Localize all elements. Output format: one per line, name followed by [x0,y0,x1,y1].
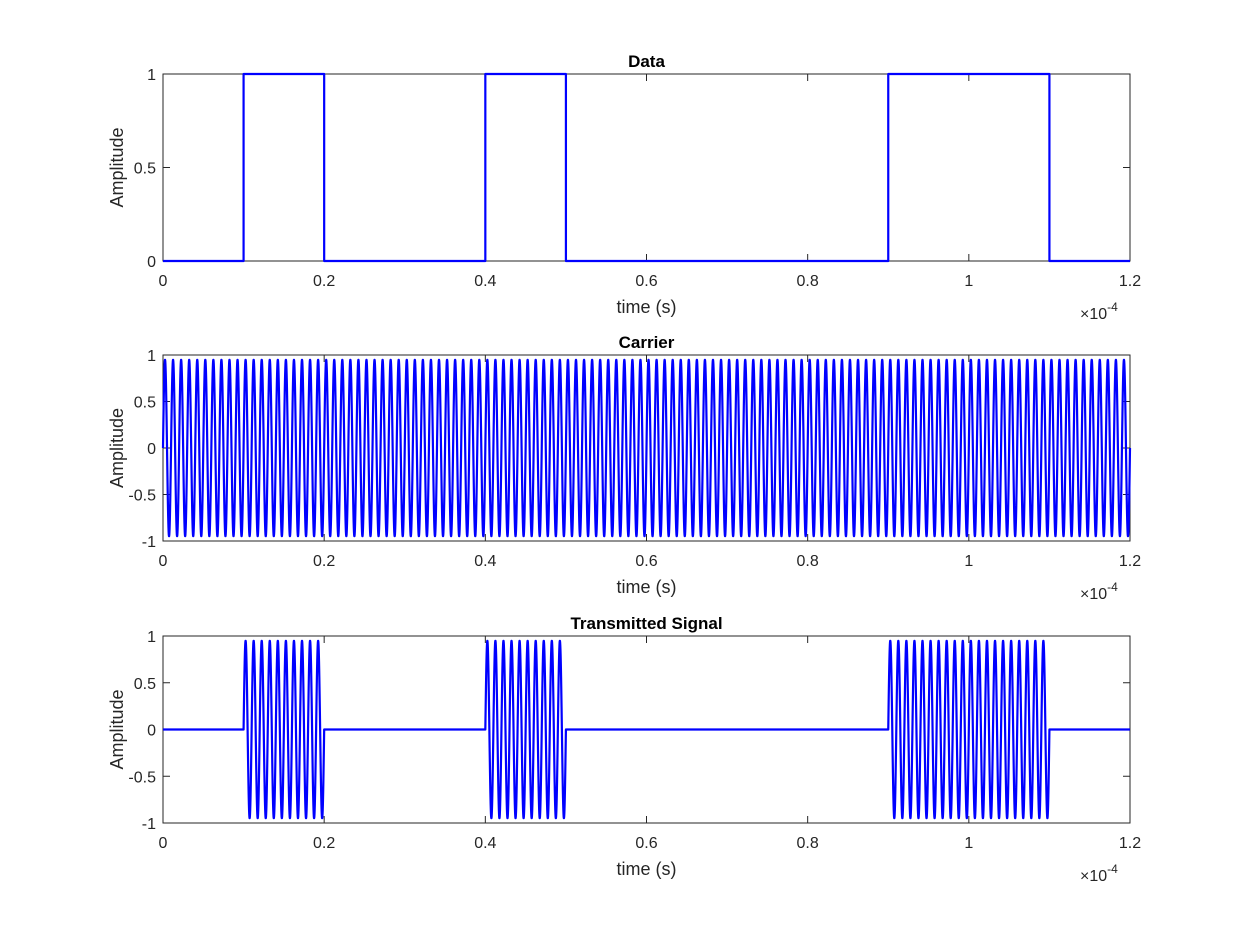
x-tick-label: 0.8 [797,835,819,852]
y-axis-label: Amplitude [107,408,127,488]
x-tick-label: 0.2 [313,835,335,852]
subplot-title: Transmitted Signal [570,614,722,633]
y-axis-label: Amplitude [107,689,127,769]
subplot-2: 0 0.2 0.4 0.6 0.8 1 1.2 -1 -0.5 0 0.5 1 Carrier time … [107,333,1141,603]
x-exponent-power: -4 [1107,862,1118,876]
x-tick-label: 0.6 [635,835,657,852]
y-tick-label: 1 [147,348,156,365]
subplot-1: 0 0.2 0.4 0.6 0.8 1 1.2 0 0.5 1 Data time (s) Amplit… [107,52,1141,323]
x-tick-label: 1 [964,553,973,570]
x-tick-label: 0.8 [797,273,819,290]
y-tick-label: 0.5 [134,676,156,693]
x-tick-label: 0 [159,553,168,570]
x-axis-label: time (s) [617,297,677,317]
x-axis-label: time (s) [617,577,677,597]
x-exponent-base: ×10 [1080,586,1107,603]
x-exponent-base: ×10 [1080,868,1107,885]
x-exponent-label: ×10-4 [1080,300,1118,323]
x-exponent-label: ×10-4 [1080,580,1118,603]
x-tick-label: 0.8 [797,553,819,570]
series-line [163,72,1130,263]
x-tick-label: 1.2 [1119,553,1141,570]
x-tick-label: 0.4 [474,835,496,852]
x-tick-label: 0.6 [635,273,657,290]
y-tick-label: -0.5 [128,769,156,786]
x-axis-label: time (s) [617,859,677,879]
x-exponent-base: ×10 [1080,306,1107,323]
subplot-title: Data [628,52,665,71]
x-tick-label: 0.4 [474,273,496,290]
x-tick-label: 0 [159,835,168,852]
x-tick-label: 1.2 [1119,273,1141,290]
x-tick-label: 0.2 [313,273,335,290]
plot-area [162,73,1131,262]
x-exponent-label: ×10-4 [1080,862,1118,885]
y-tick-label: 0 [147,723,156,740]
x-exponent-power: -4 [1107,300,1118,314]
y-tick-label: -0.5 [128,488,156,505]
y-tick-label: -1 [142,534,156,551]
x-exponent-power: -4 [1107,580,1118,594]
y-tick-label: 0.5 [134,161,156,178]
y-tick-label: 0.5 [134,395,156,412]
x-tick-label: 1.2 [1119,835,1141,852]
series-line [162,639,1131,820]
subplot-title: Carrier [619,333,675,352]
x-tick-label: 0.2 [313,553,335,570]
y-tick-label: 0 [147,254,156,271]
x-tick-label: 1 [964,835,973,852]
y-tick-label: -1 [142,816,156,833]
y-tick-label: 1 [147,629,156,646]
y-axis-label: Amplitude [107,127,127,207]
x-tick-label: 0.6 [635,553,657,570]
x-tick-label: 1 [964,273,973,290]
subplot-3: 0 0.2 0.4 0.6 0.8 1 1.2 -1 -0.5 0 0.5 1 Transmitted … [107,614,1141,885]
x-tick-label: 0.4 [474,553,496,570]
series-line [161,358,1132,538]
y-tick-label: 0 [147,441,156,458]
x-tick-label: 0 [159,273,168,290]
y-tick-label: 1 [147,67,156,84]
